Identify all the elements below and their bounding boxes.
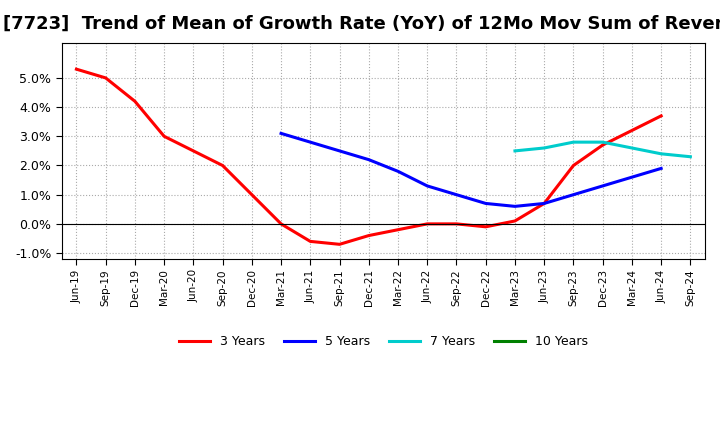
Title: [7723]  Trend of Mean of Growth Rate (YoY) of 12Mo Mov Sum of Revenues: [7723] Trend of Mean of Growth Rate (YoY… — [4, 15, 720, 33]
Legend: 3 Years, 5 Years, 7 Years, 10 Years: 3 Years, 5 Years, 7 Years, 10 Years — [174, 330, 593, 353]
